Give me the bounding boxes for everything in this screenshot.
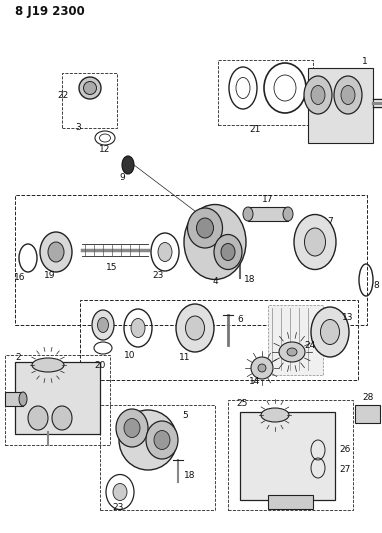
Text: 20: 20 bbox=[94, 360, 106, 369]
Text: 22: 22 bbox=[57, 92, 69, 101]
Ellipse shape bbox=[287, 348, 297, 356]
Text: 8 J19 2300: 8 J19 2300 bbox=[15, 5, 85, 19]
Ellipse shape bbox=[258, 364, 266, 372]
Ellipse shape bbox=[196, 218, 214, 238]
Ellipse shape bbox=[32, 358, 64, 372]
Ellipse shape bbox=[320, 319, 340, 344]
Ellipse shape bbox=[92, 310, 114, 340]
Bar bbox=[5, 392, 23, 406]
Ellipse shape bbox=[28, 406, 48, 430]
Ellipse shape bbox=[261, 408, 289, 422]
Text: 23: 23 bbox=[152, 271, 164, 279]
Ellipse shape bbox=[334, 76, 362, 114]
Ellipse shape bbox=[119, 410, 177, 470]
Ellipse shape bbox=[251, 357, 273, 379]
Bar bbox=[228, 400, 353, 510]
Ellipse shape bbox=[146, 421, 178, 459]
Text: 26: 26 bbox=[339, 446, 351, 455]
Text: 5: 5 bbox=[182, 410, 188, 419]
Text: 1: 1 bbox=[362, 58, 368, 67]
Bar bbox=[100, 405, 215, 510]
Text: 21: 21 bbox=[249, 125, 261, 134]
Text: 12: 12 bbox=[99, 146, 111, 155]
Bar bbox=[355, 405, 380, 423]
Text: 6: 6 bbox=[237, 316, 243, 325]
Text: 25: 25 bbox=[236, 399, 248, 408]
Ellipse shape bbox=[131, 319, 145, 337]
Text: 13: 13 bbox=[342, 313, 354, 322]
Ellipse shape bbox=[341, 85, 355, 104]
Ellipse shape bbox=[48, 242, 64, 262]
Bar bbox=[15, 195, 367, 325]
Text: 8: 8 bbox=[373, 280, 379, 289]
Bar bbox=[62, 73, 117, 128]
Ellipse shape bbox=[304, 76, 332, 114]
Bar bbox=[218, 60, 313, 125]
Text: 24: 24 bbox=[304, 341, 316, 350]
Ellipse shape bbox=[176, 304, 214, 352]
Text: 9: 9 bbox=[119, 174, 125, 182]
Ellipse shape bbox=[186, 316, 204, 340]
Ellipse shape bbox=[214, 235, 242, 270]
Ellipse shape bbox=[154, 431, 170, 449]
Bar bbox=[5, 355, 110, 445]
Bar bbox=[268, 305, 323, 375]
Text: 11: 11 bbox=[179, 353, 191, 362]
Text: 18: 18 bbox=[184, 471, 196, 480]
Ellipse shape bbox=[304, 228, 325, 256]
Ellipse shape bbox=[116, 409, 148, 447]
Ellipse shape bbox=[19, 392, 27, 406]
Bar bbox=[240, 412, 335, 500]
Text: 3: 3 bbox=[75, 124, 81, 133]
Bar bbox=[80, 300, 358, 380]
Text: 7: 7 bbox=[327, 217, 333, 227]
Text: 16: 16 bbox=[14, 273, 26, 282]
Bar bbox=[248, 207, 288, 221]
Bar bbox=[268, 495, 313, 509]
Ellipse shape bbox=[188, 208, 222, 248]
Ellipse shape bbox=[311, 85, 325, 104]
Text: 27: 27 bbox=[339, 465, 351, 474]
Text: 17: 17 bbox=[262, 196, 274, 205]
Text: 28: 28 bbox=[362, 393, 374, 402]
Text: 18: 18 bbox=[244, 276, 256, 285]
Text: 15: 15 bbox=[106, 263, 118, 272]
Ellipse shape bbox=[283, 207, 293, 221]
Ellipse shape bbox=[221, 244, 235, 261]
Ellipse shape bbox=[243, 207, 253, 221]
Bar bbox=[308, 68, 373, 143]
Text: 19: 19 bbox=[44, 271, 56, 279]
Ellipse shape bbox=[52, 406, 72, 430]
Ellipse shape bbox=[311, 307, 349, 357]
Ellipse shape bbox=[113, 483, 127, 500]
Ellipse shape bbox=[124, 418, 140, 438]
Ellipse shape bbox=[40, 232, 72, 272]
Ellipse shape bbox=[158, 243, 172, 262]
Ellipse shape bbox=[79, 77, 101, 99]
Text: 4: 4 bbox=[212, 278, 218, 287]
Ellipse shape bbox=[184, 205, 246, 279]
Ellipse shape bbox=[84, 82, 97, 94]
Bar bbox=[15, 362, 100, 434]
Text: 23: 23 bbox=[112, 504, 124, 513]
Text: 14: 14 bbox=[249, 377, 261, 386]
Text: 2: 2 bbox=[15, 353, 21, 362]
Ellipse shape bbox=[294, 214, 336, 270]
Text: 10: 10 bbox=[124, 351, 136, 359]
Ellipse shape bbox=[122, 156, 134, 174]
Ellipse shape bbox=[97, 318, 108, 333]
Ellipse shape bbox=[279, 342, 305, 362]
